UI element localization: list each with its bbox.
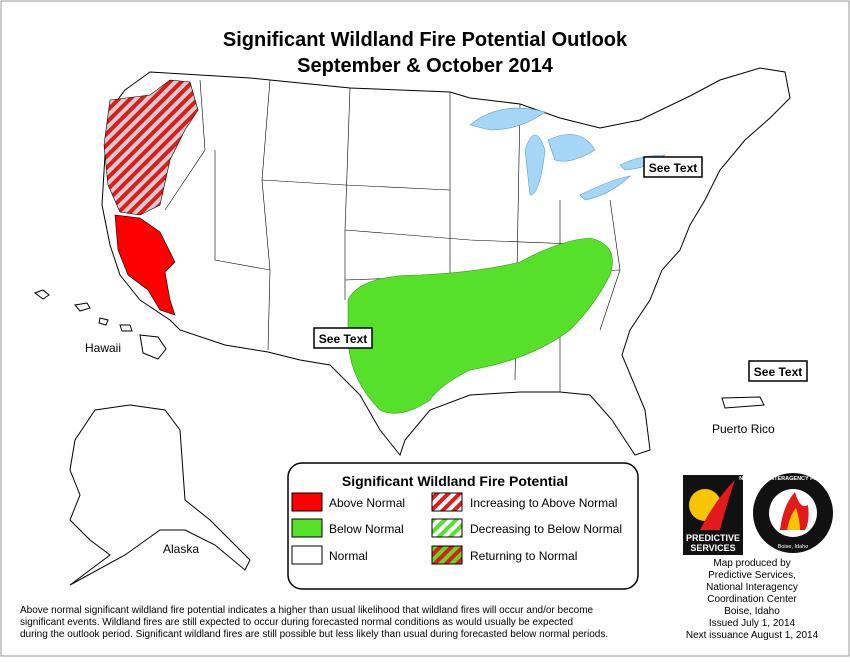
credit-line: Boise, Idaho [724, 606, 780, 617]
legend-swatch [431, 545, 463, 565]
callout: See Text [748, 360, 808, 382]
footnote-line: significant events. Wildland fires are s… [20, 617, 573, 628]
returning-to-normal-area [103, 79, 199, 216]
logo-text: NATIONAL INTERAGENCY FIRE CENTER [739, 476, 847, 482]
legend-swatch [291, 545, 323, 565]
hawaii-islands [33, 289, 167, 360]
legend-swatch [431, 492, 463, 512]
legend-label: Normal [329, 549, 368, 563]
callout-text: See Text [319, 332, 367, 346]
logo-text: SERVICES [690, 543, 735, 553]
credits: Map produced by Predictive Services, Nat… [686, 558, 819, 641]
puerto-rico [721, 396, 765, 409]
credit-line: Predictive Services, [708, 570, 796, 581]
footnote-line: during the outlook period. Significant w… [20, 629, 608, 640]
puerto-rico-label: Puerto Rico [712, 422, 775, 436]
legend-title: Significant Wildland Fire Potential [342, 473, 568, 489]
alaska-label: Alaska [163, 542, 199, 556]
us-outline [101, 67, 791, 457]
credit-line: National Interagency [706, 582, 798, 593]
lakes [469, 107, 666, 201]
callout: See Text [313, 327, 373, 349]
credit-line: Map produced by [713, 558, 790, 569]
predictive-services-logo: PREDICTIVE SERVICES [683, 475, 743, 555]
credit-line: Coordination Center [707, 594, 797, 605]
below-normal-area [347, 237, 613, 414]
legend-label: Below Normal [329, 522, 404, 536]
legend-swatch [291, 518, 323, 538]
nifc-logo: NATIONAL INTERAGENCY FIRE CENTER Boise, … [739, 473, 847, 553]
credit-line: Issued July 1, 2014 [709, 618, 796, 629]
callout-text: See Text [649, 161, 697, 175]
logo-text: Boise, Idaho [778, 544, 809, 550]
logo-text: PREDICTIVE [686, 533, 740, 543]
title: Significant Wildland Fire Potential Outl… [223, 29, 628, 51]
legend-box [287, 462, 639, 590]
above-normal-area [114, 214, 176, 316]
legend-label: Returning to Normal [470, 549, 577, 563]
legend-swatch [291, 492, 323, 512]
credit-line: Next issuance August 1, 2014 [686, 630, 819, 641]
legend-label: Decreasing to Below Normal [470, 522, 622, 536]
footnote: Above normal significant wildland fire p… [20, 605, 608, 640]
alaska [69, 404, 251, 586]
legend-label: Above Normal [329, 496, 405, 510]
footnote-line: Above normal significant wildland fire p… [20, 605, 594, 616]
hawaii-label: Hawaii [85, 341, 121, 355]
subtitle: September & October 2014 [297, 55, 554, 77]
callout-text: See Text [754, 365, 802, 379]
legend-label: Increasing to Above Normal [470, 496, 617, 510]
legend-swatch [431, 518, 463, 538]
callout: See Text [643, 156, 703, 178]
